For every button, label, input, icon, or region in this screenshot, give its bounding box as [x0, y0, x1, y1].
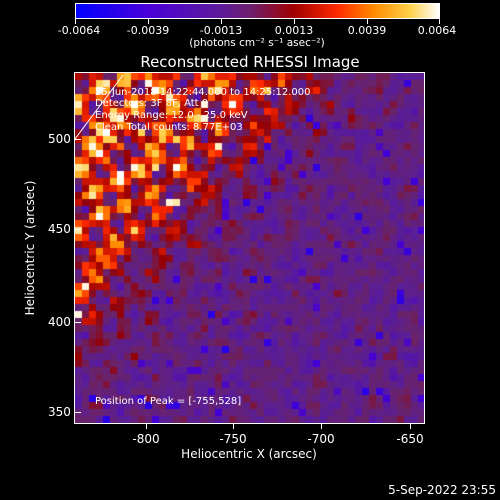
info-energy-range: Energy Range: 12.0 - 25.0 keV — [95, 110, 248, 121]
colorbar-tick-label: -0.0064 — [57, 24, 101, 37]
heatmap-image — [75, 73, 424, 423]
x-tick-label: -650 — [396, 432, 424, 446]
colorbar-tick — [148, 19, 149, 24]
colorbar-tick — [294, 19, 295, 24]
colorbar-tick — [367, 19, 368, 24]
x-tick-label: -800 — [132, 432, 160, 446]
colorbar-tick-label: 0.0064 — [417, 24, 457, 37]
y-tick-label: 400 — [48, 315, 71, 329]
y-tick-label: 500 — [48, 132, 71, 146]
info-detectors: Detectors: 3F 8F, Att 0 — [95, 98, 209, 109]
plot-overlay — [75, 74, 124, 140]
y-tick-label: 450 — [48, 222, 71, 236]
x-tick-label: -750 — [219, 432, 247, 446]
x-tick — [410, 423, 411, 429]
y-tick — [75, 412, 81, 413]
y-axis-title: Heliocentric Y (arcsec) — [23, 180, 37, 316]
colorbar-gradient — [76, 4, 439, 18]
colorbar-tick — [221, 19, 222, 24]
info-time-range: 25-Jun-2018 14:22:44.000 to 14:25:12.000 — [95, 87, 311, 98]
y-tick — [75, 229, 81, 230]
image-plot-area — [74, 72, 425, 424]
plot-title: Reconstructed RHESSI Image — [140, 53, 360, 71]
colorbar-tick — [75, 19, 76, 24]
x-tick — [233, 423, 234, 429]
x-tick — [146, 423, 147, 429]
y-tick — [75, 322, 81, 323]
info-total-counts: Clean Total counts: 8.77E+03 — [95, 122, 243, 133]
colorbar-tick-label: 0.0013 — [274, 24, 314, 37]
colorbar-units: (photons cm⁻² s⁻¹ asec⁻²) — [189, 37, 325, 49]
colorbar-tick-label: -0.0013 — [199, 24, 243, 37]
x-tick-label: -700 — [307, 432, 335, 446]
colorbar-tick — [439, 19, 440, 24]
y-tick — [75, 139, 81, 140]
colorbar-tick-label: -0.0039 — [126, 24, 170, 37]
limb-line — [75, 74, 124, 140]
x-tick — [321, 423, 322, 429]
x-axis-title: Heliocentric X (arcsec) — [181, 447, 317, 461]
plot-timestamp: 5-Sep-2022 23:55 — [388, 483, 496, 497]
info-peak-position: Position of Peak = [-755,528] — [95, 396, 242, 407]
colorbar-tick-label: 0.0039 — [347, 24, 387, 37]
colorbar — [75, 3, 440, 19]
y-tick-label: 350 — [48, 405, 71, 419]
